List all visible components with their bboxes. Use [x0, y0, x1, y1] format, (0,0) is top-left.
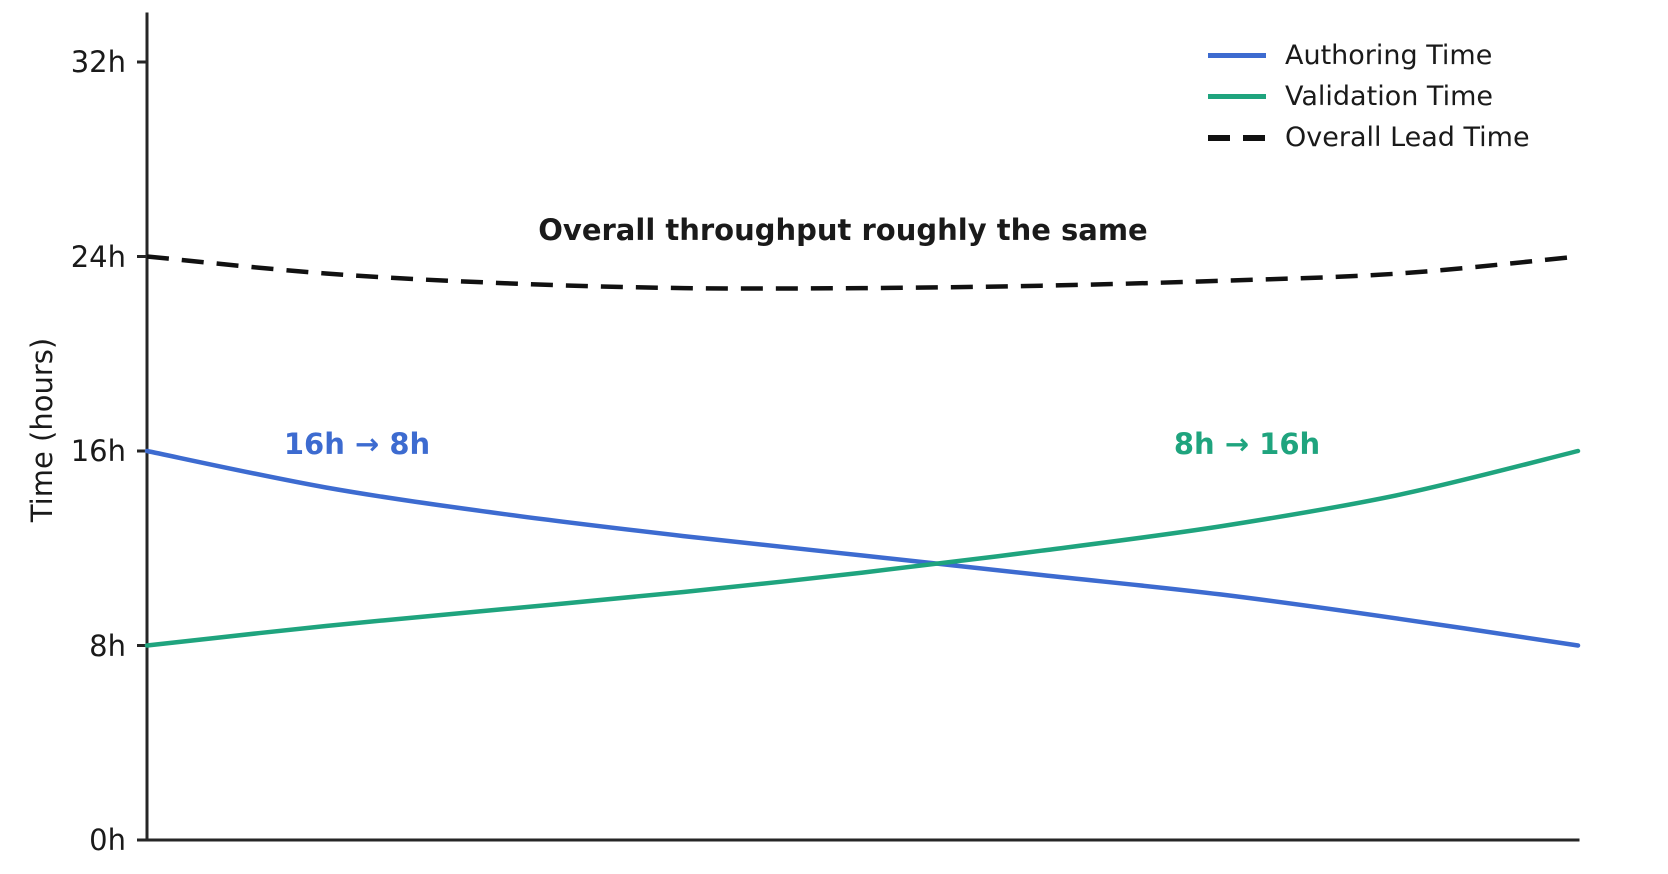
annotation-authoring-16h-to-8h: 16h → 8h	[283, 427, 431, 461]
y-tick-label-16h: 16h	[70, 434, 126, 468]
y-tick-label-0h: 0h	[89, 823, 126, 857]
y-tick-label-8h: 8h	[89, 629, 126, 663]
y-axis-label: Time (hours)	[25, 337, 59, 523]
authoring-time-line	[144, 448, 1581, 648]
validation-time-swatch	[1208, 94, 1266, 99]
legend-label-authoring-time: Authoring Time	[1285, 40, 1493, 71]
overall-lead-time-line	[146, 254, 1579, 291]
annotation-overall-throughput: Overall throughput roughly the same	[538, 213, 1148, 247]
legend: Authoring Time Validation Time Overall L…	[1208, 35, 1530, 158]
legend-item-validation-time: Validation Time	[1208, 76, 1530, 117]
authoring-time-swatch	[1208, 53, 1266, 58]
legend-item-overall-lead-time: Overall Lead Time	[1208, 117, 1530, 158]
y-tick-label-24h: 24h	[70, 240, 126, 274]
legend-item-authoring-time: Authoring Time	[1208, 35, 1530, 76]
legend-label-overall-lead-time: Overall Lead Time	[1285, 122, 1530, 153]
overall-lead-time-swatch	[1208, 134, 1266, 141]
y-tick-label-32h: 32h	[70, 45, 126, 79]
legend-label-validation-time: Validation Time	[1285, 81, 1493, 112]
validation-time-line	[144, 448, 1581, 648]
annotation-validation-8h-to-16h: 8h → 16h	[1173, 427, 1321, 461]
